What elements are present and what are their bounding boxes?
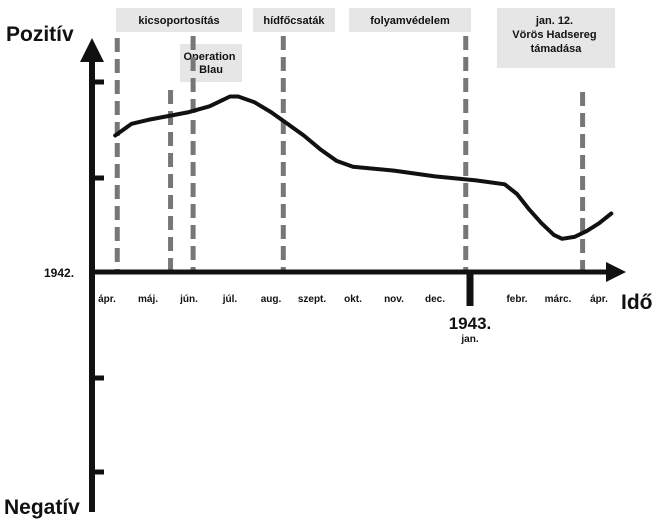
month-tick-label: szept. [298,294,327,305]
month-tick-label: dec. [425,294,445,305]
phase-box-folyamvedelem [349,8,471,32]
year-label-1943: 1943. [449,314,492,333]
year-label-1943-month: jan. [460,334,478,345]
month-tick-label: aug. [261,294,282,305]
month-tick-label: máj. [138,294,158,305]
phase-box-kicsoportositas [116,8,242,32]
morale-line [113,94,614,241]
month-tick-labels: ápr. máj. jún. júl. aug. szept. okt. nov. dec. fe… [98,294,608,305]
year-label-1942: 1942. [44,266,74,280]
x-axis-label: Idő [621,291,653,314]
phase-dividers [114,36,586,270]
y-tick-marks [92,79,104,475]
month-tick-label: okt. [344,294,362,305]
phase-label-hidfocsatak: hídfőcsaták [263,15,325,27]
phase-label-folyamvedelem: folyamvédelem [370,15,450,27]
phase-box-operation-blau [180,44,242,82]
phase-label-kicsoportositas: kicsoportosítás [138,15,219,27]
month-tick-label: febr. [506,294,527,305]
phase-label-operation-blau: Operation Blau [183,51,238,76]
y-axis-label-bottom: Negatív [4,496,80,519]
month-tick-label: ápr. [590,294,608,305]
phase-boxes: kicsoportosítás Operation Blau hídfőcsat… [116,8,615,82]
month-tick-label: júl. [222,294,238,305]
month-tick-label: ápr. [98,294,116,305]
phase-box-voros-hadsereg [497,8,615,68]
phase-box-hidfocsatak [253,8,335,32]
phase-label-voros-hadsereg: jan. 12. Vörös Hadsereg támadása [512,15,599,55]
month-tick-label: nov. [384,294,404,305]
y-axis-label-top: Pozitív [6,23,74,46]
month-tick-label: jún. [179,294,198,305]
month-tick-label: márc. [545,294,572,305]
